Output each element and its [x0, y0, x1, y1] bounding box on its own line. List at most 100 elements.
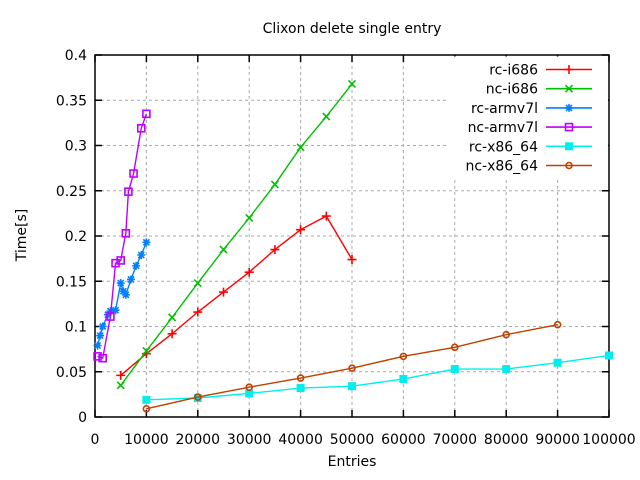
series-marker-rc-x86_64: [296, 384, 305, 393]
series-marker-rc-armv7l: [116, 279, 125, 288]
legend-marker-nc-armv7l: [564, 122, 574, 132]
x-tick-label: 20000: [176, 432, 221, 448]
series-marker-nc-armv7l: [142, 109, 151, 119]
series-marker-rc-x86_64: [553, 358, 562, 367]
legend-label-nc-armv7l: nc-armv7l: [468, 120, 538, 136]
x-tick-label: 30000: [227, 432, 272, 448]
series-marker-rc-armv7l: [119, 287, 128, 296]
series-marker-rc-x86_64: [193, 393, 202, 402]
series-marker-nc-armv7l: [129, 169, 138, 178]
series-marker-nc-x86_64: [399, 352, 408, 361]
legend-label-rc-i686: rc-i686: [489, 63, 538, 79]
series-marker-rc-x86_64: [399, 374, 408, 383]
series-line-rc-x86_64: [146, 354, 610, 401]
series-marker-rc-i686: [347, 255, 357, 265]
series-marker-rc-i686: [270, 245, 280, 255]
y-tick-label: 0.15: [56, 274, 87, 290]
series-marker-nc-i686: [296, 143, 305, 152]
series-marker-nc-armv7l: [106, 312, 115, 321]
series-marker-rc-x86_64: [142, 395, 151, 404]
series-marker-rc-armv7l: [98, 322, 107, 331]
series-line-nc-armv7l: [97, 113, 148, 360]
series-marker-nc-armv7l: [93, 352, 102, 361]
series-line-nc-i686: [120, 83, 353, 386]
x-tick-label: 0: [91, 432, 100, 448]
series-marker-rc-x86_64: [502, 365, 511, 374]
series-marker-nc-i686: [270, 180, 279, 189]
y-tick-label: 0: [78, 410, 87, 426]
legend-marker-rc-i686: [564, 65, 574, 74]
y-tick-label: 0.3: [65, 139, 87, 155]
series-marker-nc-armv7l: [124, 187, 133, 196]
series-marker-rc-i686: [321, 211, 331, 221]
x-axis-label: Entries: [327, 454, 377, 470]
chart-title: Clixon delete single entry: [262, 21, 442, 37]
series-marker-rc-i686: [167, 329, 177, 339]
x-tick-label: 100000: [582, 432, 635, 448]
series-marker-rc-i686: [219, 287, 228, 297]
series-marker-nc-i686: [193, 278, 202, 288]
series-marker-rc-i686: [296, 225, 306, 235]
y-tick-label: 0.05: [56, 365, 87, 381]
series-marker-nc-i686: [245, 213, 254, 222]
x-tick-label: 90000: [535, 432, 580, 448]
series-marker-rc-armv7l: [137, 251, 146, 260]
series-marker-rc-armv7l: [111, 306, 120, 315]
y-tick-label: 0.35: [56, 93, 87, 109]
series-marker-nc-armv7l: [116, 256, 125, 265]
series-marker-rc-x86_64: [348, 382, 356, 391]
series-marker-rc-i686: [116, 370, 126, 380]
y-tick-label: 0.4: [65, 48, 87, 64]
series-marker-rc-armv7l: [121, 290, 130, 299]
legend-marker-nc-x86_64: [565, 161, 573, 170]
series-marker-rc-armv7l: [96, 331, 105, 340]
series-marker-nc-i686: [219, 245, 228, 254]
series-marker-rc-x86_64: [450, 365, 459, 374]
series-marker-nc-i686: [142, 346, 151, 356]
series-marker-nc-armv7l: [121, 228, 131, 238]
series-marker-rc-armv7l: [132, 261, 141, 270]
y-tick-label: 0.1: [65, 320, 87, 336]
series-line-rc-i686: [120, 215, 353, 376]
series-marker-nc-x86_64: [296, 374, 305, 382]
series-marker-nc-x86_64: [502, 330, 511, 339]
series-line-nc-x86_64: [146, 324, 558, 410]
legend-marker-nc-i686: [564, 84, 574, 93]
x-tick-label: 80000: [484, 432, 529, 448]
x-tick-label: 70000: [433, 432, 478, 448]
legend-label-nc-i686: nc-i686: [486, 82, 538, 98]
series-marker-rc-armv7l: [142, 238, 151, 247]
series-marker-rc-i686: [244, 267, 254, 277]
legend-marker-rc-x86_64: [565, 142, 573, 151]
series-marker-nc-armv7l: [98, 353, 108, 363]
legend-label-rc-x86_64: rc-x86_64: [469, 139, 538, 155]
series-marker-nc-i686: [347, 79, 357, 89]
legend-background: [448, 56, 608, 178]
series-marker-rc-i686: [193, 307, 203, 317]
series-marker-nc-x86_64: [194, 393, 202, 401]
series-marker-rc-armv7l: [126, 275, 135, 284]
series-marker-nc-x86_64: [553, 320, 562, 329]
series-marker-nc-x86_64: [450, 343, 459, 352]
legend-label-nc-x86_64: nc-x86_64: [465, 159, 538, 175]
series-marker-rc-x86_64: [605, 351, 613, 360]
y-tick-label: 0.25: [56, 184, 87, 200]
series-marker-nc-x86_64: [245, 383, 253, 391]
x-tick-label: 40000: [278, 432, 323, 448]
series-marker-rc-armv7l: [93, 341, 102, 350]
series-marker-nc-x86_64: [348, 364, 356, 372]
y-tick-label: 0.2: [65, 229, 87, 245]
series-marker-nc-x86_64: [142, 405, 151, 413]
series-marker-nc-i686: [322, 112, 331, 121]
series-marker-rc-armv7l: [103, 310, 112, 319]
legend-label-rc-armv7l: rc-armv7l: [471, 101, 538, 117]
series-marker-nc-i686: [116, 381, 125, 390]
x-tick-label: 50000: [330, 432, 375, 448]
series-marker-rc-x86_64: [245, 389, 254, 398]
legend-marker-rc-armv7l: [565, 103, 573, 112]
series-marker-nc-armv7l: [136, 124, 146, 133]
x-tick-label: 60000: [381, 432, 426, 448]
series-marker-nc-i686: [168, 313, 177, 322]
